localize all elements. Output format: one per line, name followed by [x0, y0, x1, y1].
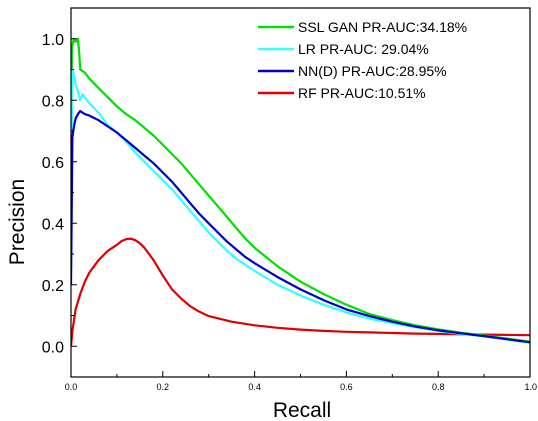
plot-lines [71, 37, 530, 347]
x-tick-label: 0.0 [65, 382, 78, 392]
x-tick-label: 0.2 [157, 382, 170, 392]
y-tick-label: 0.6 [42, 155, 64, 172]
series-line-0 [71, 37, 530, 343]
x-axis-label: Recall [273, 399, 331, 421]
series-line-1 [71, 68, 530, 344]
legend-label: RF PR-AUC:10.51% [298, 85, 426, 101]
y-tick-label: 0.8 [42, 93, 64, 110]
y-tick-label: 0.2 [42, 278, 64, 295]
x-tick-label: 0.6 [340, 382, 353, 392]
series-line-2 [71, 109, 530, 344]
series-line-3 [71, 237, 530, 347]
x-tick-label: 1.0 [524, 382, 537, 392]
axis-ticks: 0.0 0.2 0.4 0.6 0.8 1.0 0.0 0.2 0.4 0.6 0.8 1.0 [42, 32, 537, 392]
y-tick-label: 1.0 [42, 32, 64, 49]
y-tick-label: 0.4 [42, 216, 64, 233]
x-tick-label: 0.8 [432, 382, 445, 392]
y-axis-label: Precision [6, 179, 29, 265]
legend-label: NN(D) PR-AUC:28.95% [298, 63, 447, 79]
y-tick-label: 0.0 [42, 339, 64, 356]
x-tick-label: 0.4 [248, 382, 261, 392]
legend-label: SSL GAN PR-AUC:34.18% [298, 19, 467, 35]
legend-label: LR PR-AUC: 29.04% [298, 41, 429, 57]
legend: SSL GAN PR-AUC:34.18% LR PR-AUC: 29.04% NN… [258, 19, 467, 101]
